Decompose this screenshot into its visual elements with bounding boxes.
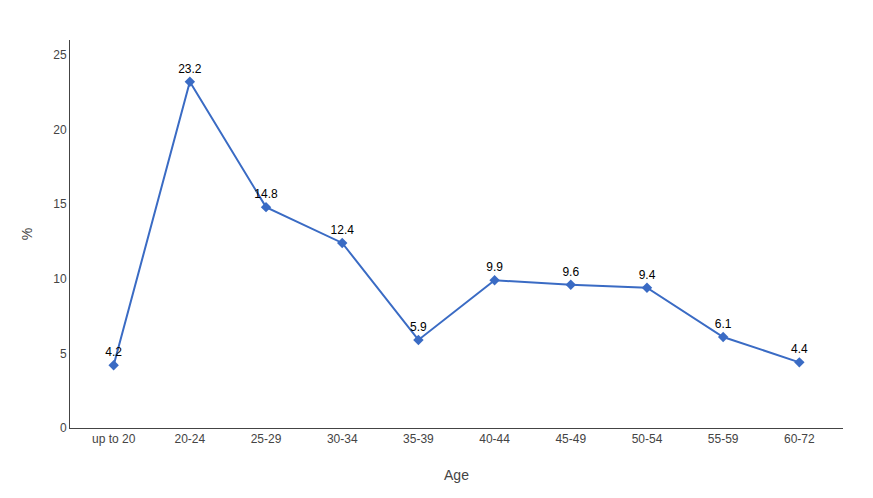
svg-text:23.2: 23.2	[178, 62, 202, 76]
svg-text:25-29: 25-29	[251, 432, 282, 446]
svg-text:up to 20: up to 20	[92, 432, 136, 446]
svg-text:6.1: 6.1	[715, 317, 732, 331]
svg-text:30-34: 30-34	[327, 432, 358, 446]
svg-text:Age: Age	[444, 467, 469, 483]
svg-text:%: %	[19, 228, 35, 240]
svg-text:55-59: 55-59	[708, 432, 739, 446]
svg-text:15: 15	[53, 197, 67, 211]
svg-text:35-39: 35-39	[403, 432, 434, 446]
svg-text:9.6: 9.6	[562, 265, 579, 279]
svg-text:14.8: 14.8	[254, 187, 278, 201]
svg-text:60-72: 60-72	[784, 432, 815, 446]
svg-text:50-54: 50-54	[632, 432, 663, 446]
svg-text:9.9: 9.9	[486, 260, 503, 274]
svg-text:12.4: 12.4	[331, 223, 355, 237]
svg-text:4.4: 4.4	[791, 342, 808, 356]
svg-text:25: 25	[53, 48, 67, 62]
svg-text:0: 0	[60, 421, 67, 435]
svg-text:45-49: 45-49	[555, 432, 586, 446]
svg-text:9.4: 9.4	[639, 268, 656, 282]
svg-text:40-44: 40-44	[479, 432, 510, 446]
svg-text:5: 5	[60, 347, 67, 361]
svg-text:10: 10	[53, 272, 67, 286]
svg-text:20: 20	[53, 123, 67, 137]
svg-text:4.2: 4.2	[105, 345, 122, 359]
svg-text:5.9: 5.9	[410, 320, 427, 334]
svg-text:20-24: 20-24	[174, 432, 205, 446]
